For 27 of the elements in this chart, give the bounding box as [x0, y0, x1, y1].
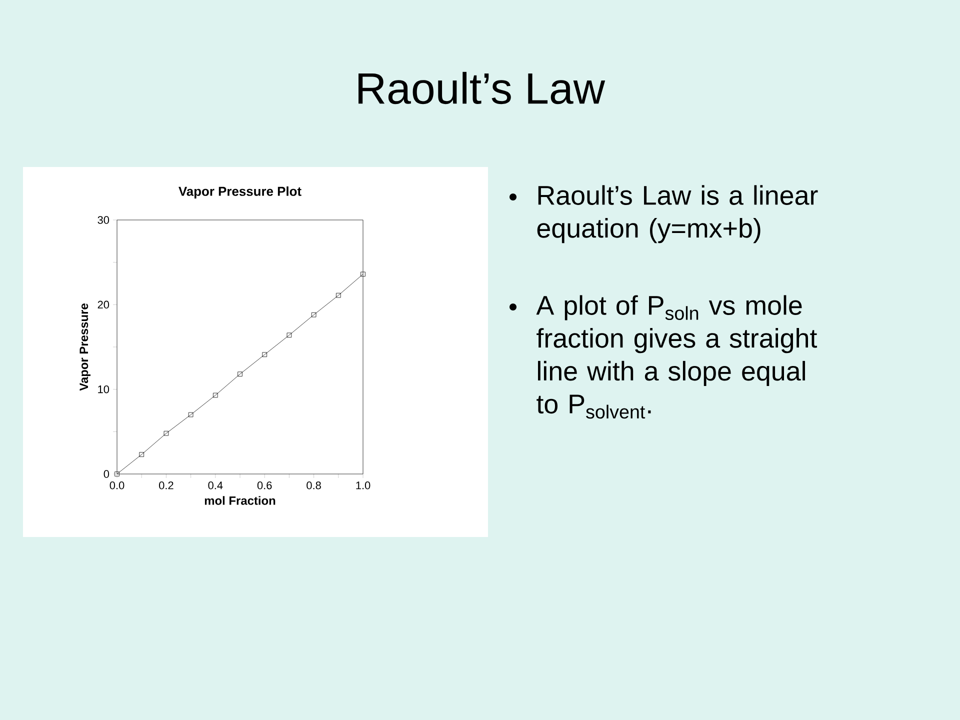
x-axis-title: mol Fraction [204, 496, 276, 505]
x-tick-label: 1.0 [356, 482, 370, 490]
point [262, 352, 267, 357]
point [286, 332, 292, 338]
point [360, 272, 366, 277]
y-tick-label: 0 [104, 470, 110, 478]
x-tick-label: 0.4 [208, 482, 223, 490]
y-tick-label: 30 [98, 216, 110, 224]
point [311, 312, 316, 318]
point [139, 452, 144, 457]
x-tick-label: 0.2 [159, 482, 174, 490]
chart-title: Vapor Pressure Plot [178, 186, 302, 198]
y-axis-title: Vapor Pressure [80, 304, 90, 391]
point [188, 412, 194, 418]
point [114, 472, 120, 476]
x-tick-label: 0.0 [110, 482, 124, 490]
text: Raoult’s Law [358, 72, 606, 104]
y-tick-label: 20 [98, 300, 110, 309]
text: A plot of P$_{soln}$ vs mole fraction gives a straight line with a slope equal to P$_{solvent}$. [536, 295, 818, 419]
point [213, 392, 218, 398]
x-tick-label: 0.6 [257, 482, 272, 490]
y-tick-label: 10 [98, 385, 110, 394]
point [336, 292, 341, 298]
text: Raoult’s Law is a linear equation (y=mx+b) [537, 185, 818, 244]
x-tick-label: 0.8 [306, 482, 321, 490]
point [238, 372, 242, 376]
point [164, 430, 169, 436]
